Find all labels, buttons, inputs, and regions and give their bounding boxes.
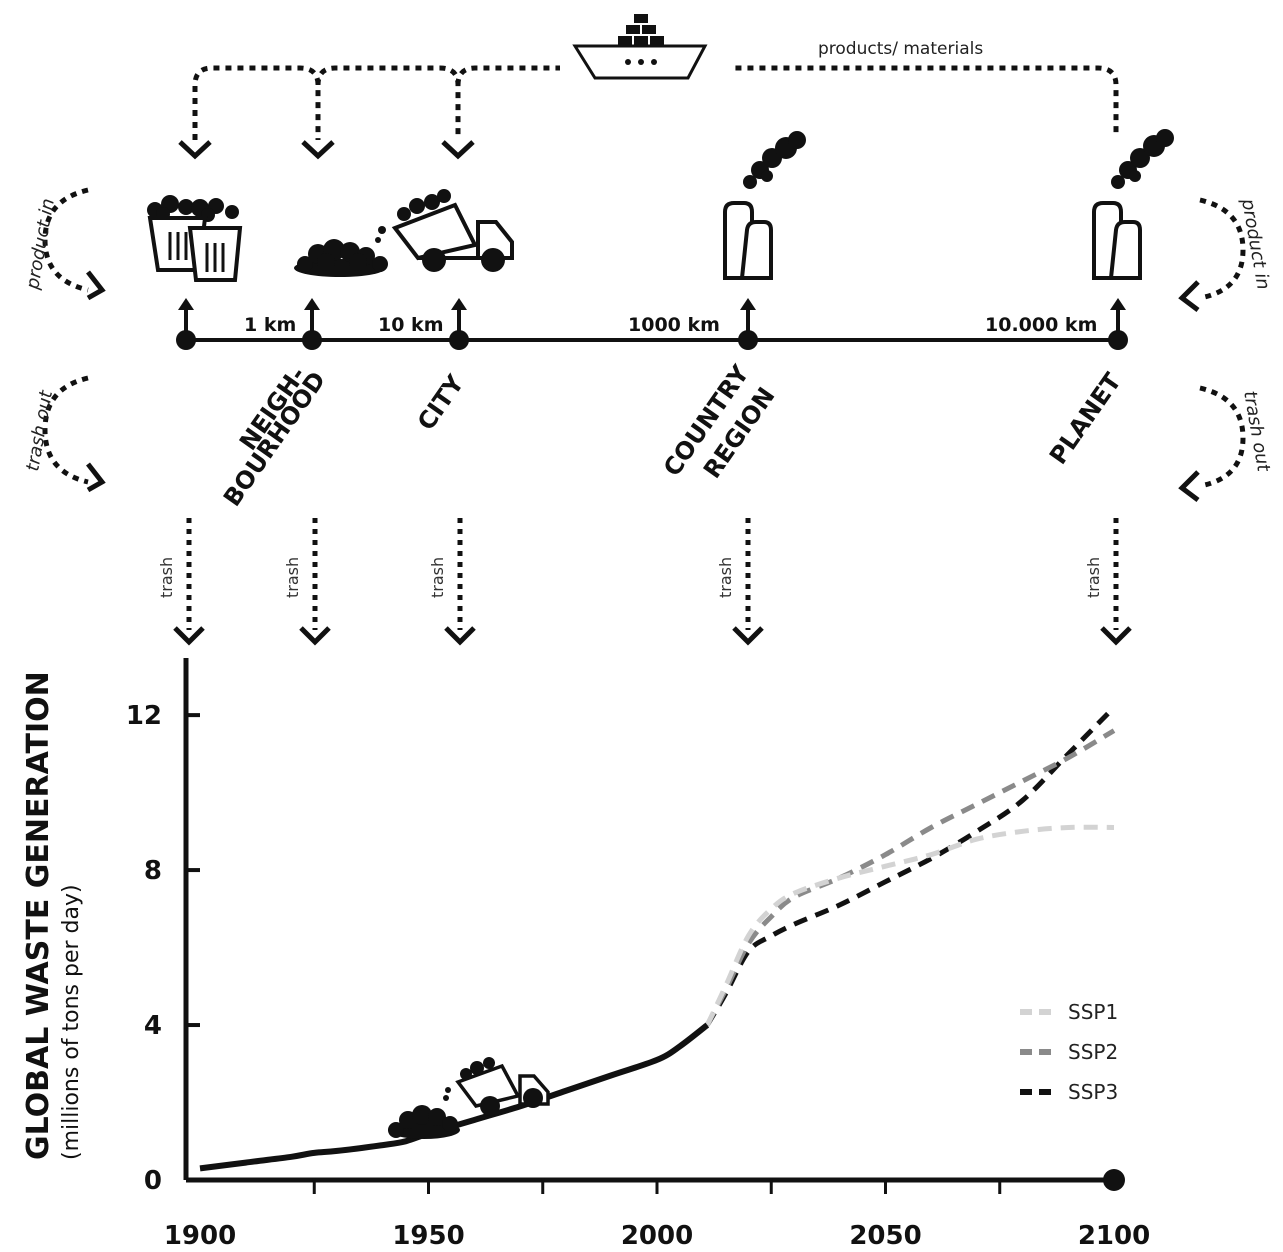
- legend-label: SSP2: [1068, 1040, 1118, 1064]
- trash-arrow: trash: [1084, 518, 1132, 646]
- y-tick-label: 4: [144, 1011, 162, 1041]
- historical-line: [199, 1022, 710, 1172]
- product-in-loop-left: product in: [22, 187, 106, 301]
- distance-scale: 1 km 10 km 1000 km 10.000 km: [176, 298, 1128, 350]
- distance-label-1km: 1 km: [244, 314, 296, 336]
- trash-label: trash: [716, 557, 735, 598]
- y-tick-label: 8: [144, 856, 162, 886]
- chevron-down-icon: [441, 140, 475, 160]
- legend: SSP1 SSP2 SSP3: [1020, 1000, 1118, 1104]
- series-line-ssp3: [705, 705, 1116, 1027]
- trash-bins-icon: [147, 195, 243, 282]
- chevron-down-icon: [299, 626, 331, 646]
- y-axis-subtitle: (millions of tons per day): [59, 884, 84, 1160]
- scale-point-neighbourhood: [302, 298, 322, 350]
- series-lines: [199, 705, 1116, 1172]
- product-in-label-left: product in: [22, 197, 59, 292]
- y-ticks: 0 4 8 12: [126, 701, 200, 1196]
- x-tick-label: 2050: [849, 1221, 921, 1251]
- waste-chart: 0 4 8 12 1900 1950 2000 2050 2100 GLOBAL WASTE …: [21, 658, 1150, 1251]
- chevron-down-icon: [178, 140, 212, 160]
- shipping-loop: products/ materials: [178, 14, 1119, 160]
- chevron-right-icon: [86, 270, 106, 301]
- scale-point-country: [738, 298, 758, 350]
- x-tick-label: 2000: [621, 1221, 693, 1251]
- legend-label: SSP1: [1068, 1000, 1118, 1024]
- trash-label: trash: [157, 557, 176, 598]
- trash-label: trash: [283, 557, 302, 598]
- trash-label: trash: [1084, 557, 1103, 598]
- trash-out-loop-left: trash out: [22, 375, 106, 493]
- product-in-loop-right: product in: [1178, 196, 1274, 312]
- factory-icon: [1092, 129, 1174, 280]
- cargo-ship-icon: [560, 14, 730, 80]
- x-ticks: 1900 1950 2000 2050 2100: [164, 1178, 1150, 1251]
- trash-pile-icon: [294, 239, 388, 277]
- materials-label: products/ materials: [818, 39, 983, 59]
- legend-label: SSP3: [1068, 1080, 1118, 1104]
- distance-label-1000km: 1000 km: [628, 314, 720, 336]
- trash-label: trash: [428, 557, 447, 598]
- chevron-down-icon: [444, 626, 476, 646]
- scale-point-city: [449, 298, 469, 350]
- y-tick-label: 0: [144, 1166, 162, 1196]
- scale-point-planet: [1108, 298, 1128, 350]
- y-tick-label: 12: [126, 701, 162, 731]
- chevron-left-icon: [1178, 280, 1200, 312]
- trash-out-label-left: trash out: [22, 388, 57, 473]
- trash-arrow: trash: [716, 518, 764, 646]
- materials-flow-dotted-line: [192, 65, 1119, 140]
- product-in-label-right: product in: [1237, 196, 1274, 291]
- chevron-down-icon: [173, 626, 205, 646]
- x-axis-end-dot: [1103, 1169, 1125, 1191]
- scale-point-household: [176, 298, 196, 350]
- trash-arrow: trash: [428, 518, 476, 646]
- trash-out-label-right: trash out: [1239, 389, 1274, 474]
- scale-label-city: CITY: [412, 369, 470, 435]
- chevron-down-icon: [732, 626, 764, 646]
- dump-truck-icon: [388, 1057, 550, 1139]
- trash-arrows: trash trash trash trash trash: [157, 518, 1132, 646]
- trash-arrow: trash: [157, 518, 205, 646]
- x-tick-label: 1900: [164, 1221, 236, 1251]
- chevron-down-icon: [301, 140, 335, 160]
- distance-label-10km: 10 km: [378, 314, 444, 336]
- distance-label-10000km: 10.000 km: [985, 314, 1097, 336]
- trash-out-loop-right: trash out: [1178, 385, 1274, 502]
- chevron-right-icon: [86, 462, 106, 493]
- scale-names: NEIGH- BOURHOOD CITY COUNTRY REGION PLAN…: [218, 360, 1127, 512]
- series-line-ssp2: [705, 728, 1116, 1027]
- x-tick-label: 2100: [1078, 1221, 1150, 1251]
- scale-label-planet: PLANET: [1044, 367, 1127, 469]
- series-line-ssp1: [705, 824, 1115, 1027]
- factory-icon: [723, 131, 806, 280]
- chevron-down-icon: [1100, 626, 1132, 646]
- x-tick-label: 1950: [392, 1221, 464, 1251]
- trash-arrow: trash: [283, 518, 331, 646]
- dump-truck-icon: [375, 189, 514, 272]
- y-axis-title: GLOBAL WASTE GENERATION: [21, 671, 56, 1160]
- chevron-left-icon: [1178, 470, 1200, 502]
